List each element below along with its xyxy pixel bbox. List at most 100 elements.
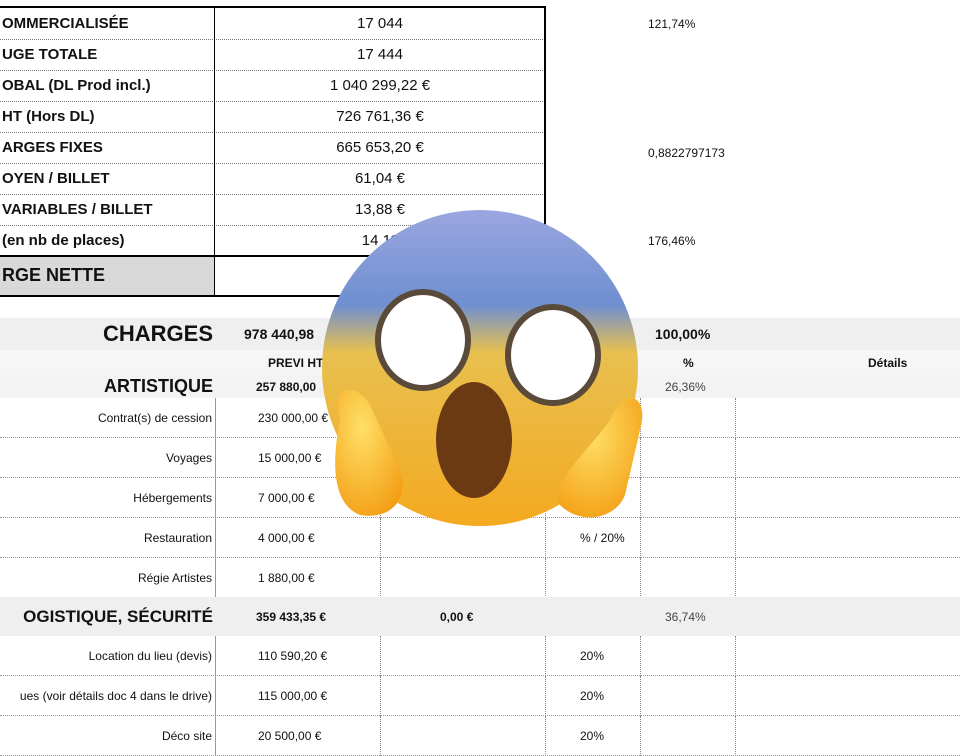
section-name: ARTISTIQUE <box>103 376 213 396</box>
item-tva: 20% <box>580 649 605 663</box>
row-divider <box>0 163 545 164</box>
row-divider <box>0 715 960 716</box>
column-divider <box>735 438 736 478</box>
item-amount: 230 000,00 € <box>258 411 329 425</box>
column-divider <box>735 518 736 558</box>
item-label: Contrat(s) de cession <box>97 411 212 425</box>
column-divider <box>640 398 641 438</box>
column-divider <box>640 558 641 598</box>
item-label: Restauration <box>143 531 212 545</box>
charges-title: CHARGES <box>102 321 213 346</box>
column-divider <box>545 636 546 676</box>
column-divider <box>380 398 381 438</box>
column-divider <box>215 636 216 676</box>
item-amount: 110 590,20 € <box>258 649 328 663</box>
side-value: 121,74% <box>648 16 696 31</box>
total-divider <box>0 255 545 257</box>
item-label: Régie Artistes <box>137 571 212 585</box>
column-divider <box>640 676 641 716</box>
item-label: Déco site <box>161 729 212 743</box>
charges-total: 978 440,98 <box>244 326 315 342</box>
column-divider <box>380 558 381 598</box>
header: % <box>683 355 694 370</box>
item-amount: 7 000,00 € <box>258 491 315 505</box>
item-amount: 15 000,00 € <box>258 451 322 465</box>
column-divider <box>215 438 216 478</box>
total-label-bg <box>0 256 215 295</box>
row-divider <box>0 132 545 133</box>
row-label: ARGES FIXES <box>2 139 103 156</box>
item-label: Location du lieu (devis) <box>88 649 212 663</box>
row-divider <box>0 557 960 558</box>
column-divider <box>735 478 736 518</box>
row-label: (en nb de places) <box>2 232 125 249</box>
emoji-mouth <box>436 382 512 498</box>
column-divider <box>380 518 381 558</box>
item-amount: 1 880,00 € <box>258 571 315 585</box>
column-divider <box>215 478 216 518</box>
section-realise: 0,00 € <box>440 609 474 624</box>
row-label: OBAL (DL Prod incl.) <box>2 77 151 94</box>
column-divider <box>215 518 216 558</box>
section-percent: 36,74% <box>665 609 706 624</box>
section-total: 359 433,35 € <box>256 609 327 624</box>
row-label: HT (Hors DL) <box>2 108 95 125</box>
header: Détails <box>868 355 908 370</box>
table-border <box>0 6 546 297</box>
column-divider <box>214 8 215 295</box>
item-label: ues (voir détails doc 4 dans le drive) <box>19 689 212 703</box>
row-label: OYEN / BILLET <box>2 170 110 187</box>
column-divider <box>735 636 736 676</box>
side-value: 176,46% <box>648 233 696 248</box>
column-divider <box>735 676 736 716</box>
column-divider <box>735 558 736 598</box>
item-tva: 0% <box>580 491 598 505</box>
side-value: 0,8822797173 <box>648 145 725 160</box>
row-value: 17 044 <box>357 15 403 32</box>
row-label: UGE TOTALE <box>2 46 98 63</box>
item-amount: 115 000,00 € <box>258 689 328 703</box>
row-divider <box>0 39 545 40</box>
item-label: Hébergements <box>133 491 212 505</box>
item-amount: 20 500,00 € <box>258 729 322 743</box>
column-divider <box>545 478 546 518</box>
section-percent: 26,36% <box>665 379 706 394</box>
column-divider <box>215 398 216 438</box>
item-tva: 20% <box>580 689 605 703</box>
row-label: OMMERCIALISÉE <box>2 15 129 32</box>
header-row <box>0 350 960 375</box>
column-divider <box>545 518 546 558</box>
column-divider <box>735 398 736 438</box>
column-divider <box>380 676 381 716</box>
emoji-hand <box>335 389 403 516</box>
column-divider <box>215 716 216 756</box>
emoji-hand <box>558 398 643 518</box>
row-divider <box>0 225 545 226</box>
column-divider <box>380 438 381 478</box>
section-name: OGISTIQUE, SÉCURITÉ <box>23 606 213 626</box>
column-divider <box>380 716 381 756</box>
column-divider <box>215 558 216 598</box>
header: PREVI HT <box>268 355 324 370</box>
item-tva: % <box>580 451 591 465</box>
column-divider <box>215 676 216 716</box>
item-amount: 4 000,00 € <box>258 531 315 545</box>
column-divider <box>640 478 641 518</box>
row-divider <box>0 70 545 71</box>
row-value: 665 653,20 € <box>336 139 424 156</box>
item-tva: % / 20% <box>580 531 625 545</box>
row-value: 61,04 € <box>354 170 406 187</box>
row-divider <box>0 194 545 195</box>
column-divider <box>735 716 736 756</box>
row-divider <box>0 675 960 676</box>
row-value: 17 444 <box>357 46 403 63</box>
total-label: RGE NETTE <box>2 265 106 285</box>
item-label: Voyages <box>165 451 212 465</box>
section-total: 257 880,00 <box>256 379 317 394</box>
column-divider <box>640 716 641 756</box>
column-divider <box>545 676 546 716</box>
column-divider <box>380 636 381 676</box>
row-label: VARIABLES / BILLET <box>2 201 153 218</box>
column-divider <box>545 716 546 756</box>
